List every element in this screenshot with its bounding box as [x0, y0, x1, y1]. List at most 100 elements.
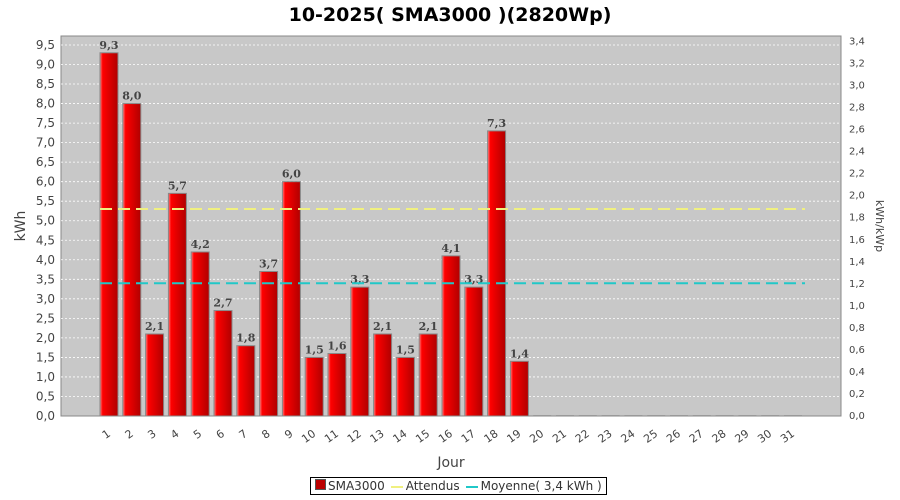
y-tick-label: 3,5: [36, 272, 55, 286]
bar: [190, 251, 210, 417]
data-label: 4,1: [441, 242, 460, 255]
y-tick-label: 0,0: [36, 409, 55, 423]
x-tick-label: 8: [259, 427, 272, 442]
y-tick-label: 5,5: [36, 194, 55, 208]
bar: [122, 103, 142, 417]
bar: [167, 192, 187, 417]
x-tick-label: 24: [618, 427, 637, 446]
x-tick-label: 21: [550, 427, 569, 446]
y-tick-label: 9,5: [36, 38, 55, 52]
bar: [509, 360, 529, 417]
legend-item-attendus: Attendus: [390, 479, 460, 493]
data-label: 6,0: [282, 168, 301, 181]
y-tick-label: 8,5: [36, 77, 55, 91]
data-label: 1,4: [510, 347, 529, 360]
bar: [327, 353, 347, 417]
y2-tick-label: 2,8: [849, 103, 865, 114]
bar: [395, 356, 415, 417]
x-tick-label: 3: [145, 427, 158, 442]
x-tick-label: 6: [214, 427, 227, 442]
y2-tick-label: 0,4: [849, 367, 865, 378]
data-label: 2,7: [213, 297, 232, 310]
y-tick-label: 2,0: [36, 331, 55, 345]
data-label: 4,2: [191, 238, 210, 251]
y-tick-label: 6,0: [36, 175, 55, 189]
y2-tick-label: 2,2: [849, 169, 865, 180]
bar: [350, 286, 370, 417]
bar: [304, 356, 324, 417]
y-tick-label: 7,5: [36, 116, 55, 130]
x-tick-label: 18: [482, 427, 501, 446]
data-label: 2,1: [419, 320, 438, 333]
y2-tick-label: 3,2: [849, 59, 865, 70]
bar: [418, 333, 438, 417]
x-tick-label: 26: [664, 427, 683, 446]
y2-tick-label: 0,6: [849, 345, 865, 356]
bar: [373, 333, 393, 417]
y2-tick-label: 2,0: [849, 191, 865, 202]
bar: [281, 181, 301, 417]
data-label: 9,3: [99, 39, 118, 52]
bar: [487, 130, 507, 417]
x-tick-label: 28: [710, 427, 729, 446]
legend-item-series: SMA3000: [315, 479, 385, 493]
x-axis-title: Jour: [436, 455, 465, 471]
legend: SMA3000 Attendus Moyenne( 3,4 kWh ): [310, 477, 607, 495]
data-label: 1,6: [327, 340, 346, 353]
bar: [213, 310, 233, 417]
x-tick-label: 19: [504, 427, 523, 446]
y2-tick-label: 1,4: [849, 257, 865, 268]
y2-tick-label: 0,2: [849, 389, 865, 400]
x-tick-label: 27: [687, 427, 706, 446]
bar: [145, 333, 165, 417]
legend-item-moyenne: Moyenne( 3,4 kWh ): [465, 479, 602, 493]
chart-title: 10-2025( SMA3000 )(2820Wp): [288, 4, 612, 26]
y2-tick-label: 3,0: [849, 81, 865, 92]
y2-tick-label: 1,2: [849, 279, 865, 290]
y-tick-label: 8,0: [36, 97, 55, 111]
data-label: 1,5: [396, 343, 415, 356]
y-tick-label: 0,5: [36, 389, 55, 403]
data-label: 1,5: [305, 343, 324, 356]
x-tick-label: 29: [732, 427, 751, 446]
x-tick-label: 22: [573, 427, 592, 446]
data-label: 2,1: [145, 320, 164, 333]
y-tick-label: 1,0: [36, 370, 55, 384]
data-label: 7,3: [487, 117, 506, 130]
x-tick-label: 5: [191, 427, 204, 442]
y-tick-label: 4,5: [36, 233, 55, 247]
x-tick-label: 23: [596, 427, 615, 446]
y2-tick-label: 0,8: [849, 323, 865, 334]
x-tick-label: 11: [322, 427, 341, 446]
x-tick-label: 9: [282, 427, 295, 442]
y2-tick-label: 2,4: [849, 147, 865, 158]
y-tick-label: 7,0: [36, 136, 55, 150]
x-tick-label: 30: [755, 427, 774, 446]
y-tick-label: 4,0: [36, 253, 55, 267]
y2-axis-title: kWh/kWp: [873, 200, 886, 252]
x-tick-label: 25: [641, 427, 660, 446]
x-tick-label: 12: [345, 427, 364, 446]
y-tick-label: 5,0: [36, 214, 55, 228]
y2-tick-label: 3,4: [849, 37, 865, 48]
y2-tick-label: 1,8: [849, 213, 865, 224]
x-tick-label: 17: [459, 427, 478, 446]
x-tick-label: 4: [168, 427, 181, 442]
x-tick-label: 2: [123, 427, 136, 442]
data-label: 1,8: [236, 332, 255, 345]
x-tick-label: 13: [368, 427, 387, 446]
y2-tick-label: 1,6: [849, 235, 865, 246]
y-axis-title: kWh: [13, 211, 29, 242]
bar: [464, 286, 484, 417]
y2-tick-label: 0,0: [849, 411, 865, 422]
y-tick-label: 6,5: [36, 155, 55, 169]
y-tick-label: 3,0: [36, 292, 55, 306]
bar: [236, 345, 256, 417]
data-label: 3,7: [259, 257, 278, 270]
bar: [99, 52, 119, 417]
x-tick-label: 1: [100, 427, 113, 442]
bar: [259, 270, 279, 417]
x-tick-label: 10: [299, 427, 318, 446]
